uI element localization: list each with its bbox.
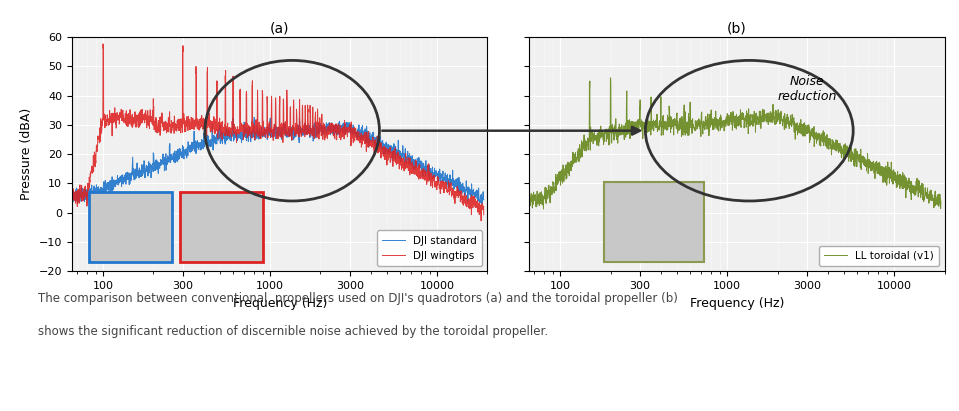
DJI wingtips: [66, 194, 78, 199]
DJI wingtips: [466, 196, 478, 201]
LL toroidal (v1): [713, 129, 725, 134]
DJI standard: [66, 187, 78, 192]
LL toroidal (v1): [924, 192, 935, 196]
LL toroidal (v1): [605, 75, 617, 80]
DJI standard: [476, 201, 487, 206]
LL toroidal (v1): [848, 163, 859, 168]
DJI standard: [466, 193, 478, 198]
LL toroidal (v1): [545, 192, 556, 196]
LL toroidal (v1): [935, 199, 947, 203]
DJI standard: [478, 197, 489, 202]
Line: DJI wingtips: DJI wingtips: [72, 44, 483, 221]
Legend: DJI standard, DJI wingtips: DJI standard, DJI wingtips: [377, 231, 482, 266]
DJI standard: [390, 152, 402, 157]
Bar: [180, 192, 263, 262]
DJI wingtips: [256, 129, 268, 134]
DJI standard: [466, 194, 478, 199]
DJI wingtips: [97, 42, 108, 46]
DJI wingtips: [478, 212, 489, 217]
Y-axis label: Pressure (dBA): Pressure (dBA): [20, 108, 34, 200]
DJI standard: [87, 189, 99, 194]
Bar: [88, 192, 172, 262]
LL toroidal (v1): [538, 207, 550, 212]
DJI wingtips: [390, 162, 402, 167]
X-axis label: Frequency (Hz): Frequency (Hz): [232, 297, 327, 309]
Title: (a): (a): [269, 22, 290, 36]
DJI wingtips: [87, 165, 99, 170]
Text: The comparison between conventional  propellers used on DJI's quadrotors (a) and: The comparison between conventional prop…: [38, 292, 678, 305]
LL toroidal (v1): [924, 194, 935, 199]
LL toroidal (v1): [524, 197, 535, 202]
Title: (b): (b): [727, 22, 747, 36]
Text: shows the significant reduction of discernible noise achieved by the toroidal pr: shows the significant reduction of disce…: [38, 325, 549, 338]
DJI standard: [267, 135, 278, 140]
Line: DJI standard: DJI standard: [72, 117, 483, 203]
Legend: LL toroidal (v1): LL toroidal (v1): [819, 246, 940, 266]
DJI wingtips: [476, 218, 487, 223]
Line: LL toroidal (v1): LL toroidal (v1): [529, 78, 941, 209]
LL toroidal (v1): [724, 119, 736, 124]
DJI wingtips: [267, 133, 278, 138]
X-axis label: Frequency (Hz): Frequency (Hz): [690, 297, 784, 309]
DJI wingtips: [466, 203, 478, 208]
DJI standard: [256, 129, 268, 134]
Text: Noise
reduction: Noise reduction: [778, 74, 837, 102]
Bar: [604, 182, 704, 262]
DJI standard: [248, 115, 260, 120]
